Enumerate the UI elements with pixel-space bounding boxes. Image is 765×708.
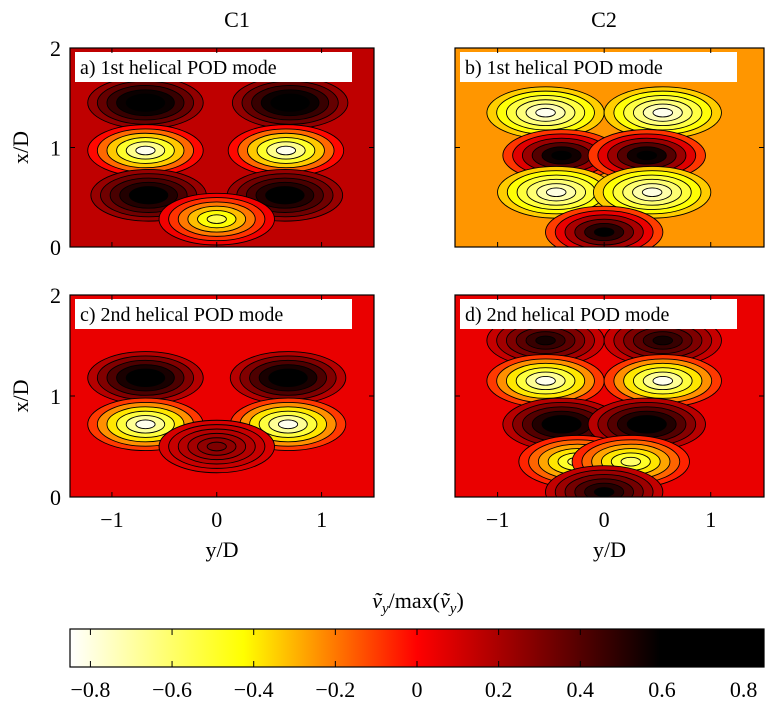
panel-c-xlabel: y/D: [206, 537, 239, 562]
colorbar-tick-label-6: 0.4: [567, 677, 595, 702]
colorbar-tick-label-3: −0.2: [315, 677, 355, 702]
panel-c-xtick-label-0: −1: [100, 507, 123, 532]
panel-a-ytick-label-0: 0: [50, 235, 61, 260]
panels-group: a) 1st helical POD mode 0 1 2 x/D b) 1st heli…: [8, 36, 765, 562]
panel-a-lobe-0-level-5: [135, 97, 156, 108]
panel-a-lobe-4-level-5: [138, 190, 159, 201]
panel-c-ytick-label-0: 0: [50, 485, 61, 510]
panel-b-lobe-1-level-5: [652, 107, 674, 118]
column-header-c2: C2: [591, 7, 617, 32]
panel-a-title: a) 1st helical POD mode: [80, 57, 277, 79]
colorbar-tick-label-5: 0.2: [485, 677, 513, 702]
panel-d-xtick-label-1: 0: [599, 507, 610, 532]
panel-a-lobe-6-level-5: [206, 214, 227, 224]
panel-d-title-box: [460, 299, 737, 329]
panel-a-lobe-5-level-5: [274, 190, 295, 201]
colorbar-gradient: [69, 628, 765, 668]
colorbar-ticks: −0.8 −0.6 −0.4 −0.2 0 0.2 0.4 0.6 0.8: [70, 629, 757, 702]
panel-d-lobe-2-level-5: [535, 376, 556, 386]
panel-a: a) 1st helical POD mode 0 1 2 x/D: [8, 36, 375, 260]
colorbar-label-end: ): [456, 588, 463, 613]
panel-d-lobe-0-level-5: [535, 335, 556, 346]
colorbar-label-quantity: ṽ: [372, 588, 383, 613]
panel-a-lobe-3-level-5: [275, 145, 297, 156]
panel-d-lobe-7-level-5: [620, 456, 642, 467]
panel-b-title-box: [460, 52, 737, 82]
panel-d: d) 2nd helical POD mode −1 0 1 y/D: [454, 294, 765, 562]
panel-b-lobe-6-level-5: [593, 227, 615, 237]
panel-c-lobe-4-level-5: [206, 441, 227, 452]
colorbar: ṽy/max(ṽy) −0.8 −0.6 −0.4 −0.2 0 0.2 0.4 0.6 0…: [69, 588, 765, 702]
panel-c-xtick-label-2: 1: [316, 507, 327, 532]
column-header-c1: C1: [224, 7, 250, 32]
panel-b-lobe-2-level-5: [551, 150, 572, 161]
panel-a-ylabel: x/D: [8, 131, 33, 164]
panel-d-xtick-label-2: 1: [705, 507, 716, 532]
panel-c-ytick-label-2: 2: [50, 283, 61, 308]
panel-c-lobe-0-level-5: [135, 372, 156, 383]
panel-a-contours: [87, 76, 349, 246]
colorbar-label: ṽy/max(ṽy): [372, 588, 464, 617]
panel-c-ylabel: x/D: [8, 380, 33, 413]
panel-b-contours: [486, 86, 722, 247]
colorbar-tick-label-1: −0.6: [152, 677, 192, 702]
panel-b-lobe-4-level-5: [545, 187, 567, 198]
panel-b-lobe-3-level-5: [636, 150, 658, 161]
colorbar-tick-label-4: 0: [412, 677, 423, 702]
colorbar-label-subscript-2: y: [448, 601, 457, 617]
colorbar-label-quantity-2: ṽ: [440, 588, 451, 613]
panel-d-lobe-3-level-5: [652, 376, 674, 386]
panel-a-ytick-label-1: 1: [50, 136, 61, 161]
panel-c-lobe-2-level-5: [135, 419, 156, 430]
colorbar-tick-label-0: −0.8: [70, 677, 110, 702]
panel-b-lobe-0-level-5: [535, 107, 556, 118]
colorbar-tick-label-2: −0.4: [234, 677, 274, 702]
panel-d-lobe-4-level-5: [551, 419, 572, 430]
colorbar-tick-label-7: 0.6: [648, 677, 676, 702]
panel-c-ytick-label-1: 1: [50, 384, 61, 409]
panel-d-xlabel: y/D: [593, 537, 626, 562]
panel-c-title: c) 2nd helical POD mode: [80, 304, 283, 326]
panel-c-contours: [87, 351, 347, 474]
panel-d-lobe-5-level-5: [636, 419, 658, 430]
panel-d-title: d) 2nd helical POD mode: [465, 304, 670, 326]
panel-c-xtick-label-1: 0: [211, 507, 222, 532]
panel-a-ytick-label-2: 2: [50, 36, 61, 61]
panel-b-title: b) 1st helical POD mode: [465, 57, 663, 79]
panel-a-lobe-1-level-5: [280, 97, 301, 108]
panel-c: c) 2nd helical POD mode −1 0 1 y/D 0 1 2 x/D: [8, 283, 375, 562]
panel-a-title-box: [75, 52, 352, 82]
panel-a-lobe-2-level-5: [135, 145, 156, 156]
panel-d-lobe-1-level-5: [652, 335, 674, 346]
colorbar-tick-label-8: 0.8: [730, 677, 758, 702]
panel-c-title-box: [75, 299, 352, 329]
colorbar-label-subscript: y: [380, 601, 389, 617]
panel-c-lobe-1-level-5: [277, 372, 299, 383]
colorbar-label-mid: /max(: [389, 588, 440, 613]
panel-c-lobe-3-level-5: [277, 419, 299, 430]
panel-b: b) 1st helical POD mode: [454, 47, 765, 248]
panel-b-lobe-5-level-5: [641, 187, 663, 198]
panel-d-xtick-label-0: −1: [486, 507, 509, 532]
